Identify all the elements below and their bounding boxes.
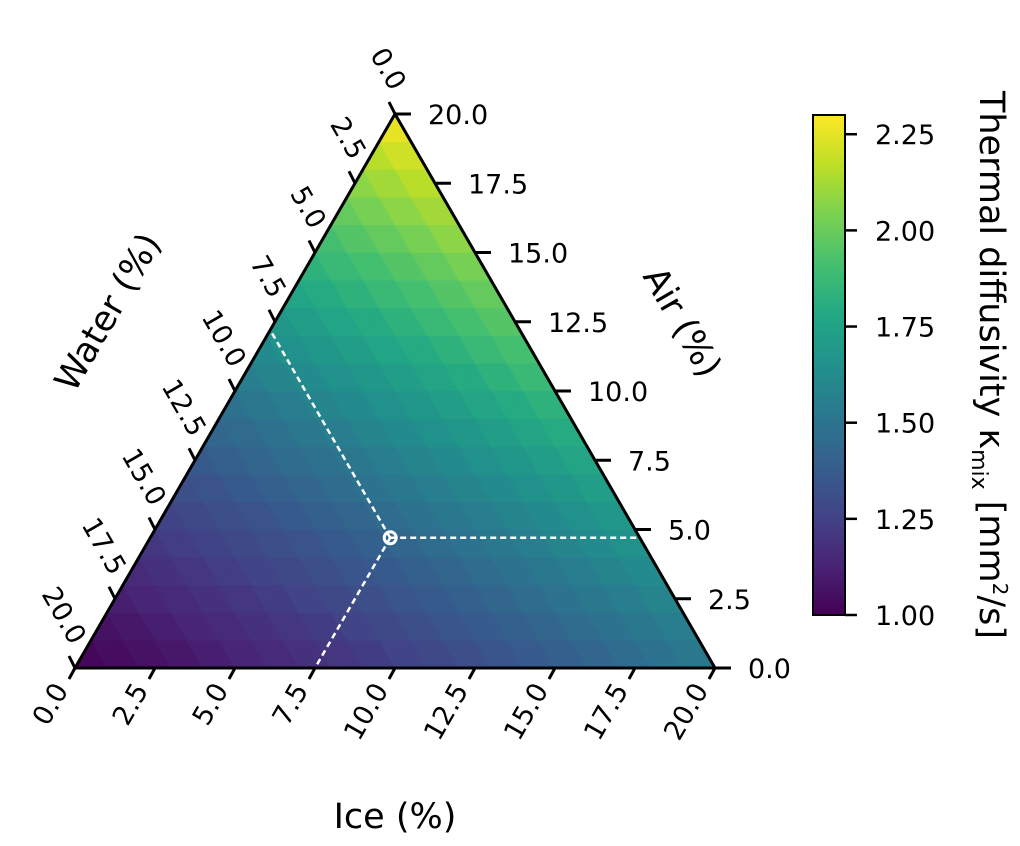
water-tick [267,309,277,323]
colorbar-tick-label: 2.25 [875,120,935,151]
ice-tick [707,667,717,680]
water-tick-label: 10.0 [195,305,252,373]
air-tick-label: 17.5 [468,169,528,200]
water-tick-label: 7.5 [243,251,291,304]
ice-tick-label: 5.0 [187,678,235,731]
water-tick-label: 15.0 [115,443,172,511]
colorbar-tick-label: 1.25 [875,505,935,536]
water-tick-label: 17.5 [75,513,132,581]
colorbar-label-sup: 2 [988,583,1012,596]
water-tick [67,655,77,669]
water-tick [147,516,157,531]
colorbar-label: Thermal diffusivity κmix [mm2/s] [966,90,1012,639]
ice-tick [627,667,637,680]
water-tick-label: 12.5 [155,374,212,442]
water-tick [227,378,237,392]
water-tick-label: 0.0 [363,43,411,96]
water-tick-label: 20.0 [35,582,92,650]
colorbar-tick-label: 1.75 [875,313,935,344]
marker-point [382,530,398,546]
air-tick-label: 20.0 [428,100,488,131]
ice-tick [307,667,317,680]
colorbar-tick-label: 1.50 [875,409,935,440]
air-axis-label: Air (%) [634,261,729,385]
ice-tick [387,667,397,680]
colorbar-tick-label: 1.00 [875,601,935,632]
ice-tick-label: 10.0 [338,678,395,746]
ice-axis-label: Ice (%) [334,797,457,837]
air-tick-label: 5.0 [668,516,711,547]
water-tick-label: 5.0 [283,181,331,234]
colorbar-tick-label: 2.00 [875,216,935,247]
colorbar-label-unit-end: /s] [971,595,1011,639]
water-tick [187,447,197,461]
ice-tick [147,667,157,680]
air-tick-label: 7.5 [628,446,671,477]
water-axis-label: Water (%) [47,227,169,399]
ice-tick-label: 7.5 [267,678,315,731]
colorbar [812,114,846,616]
ice-tick [467,667,477,680]
ice-tick [547,667,557,680]
marker-guides [269,329,640,669]
ice-tick [227,667,237,680]
water-tick [307,239,317,254]
air-tick-label: 15.0 [508,239,568,270]
ice-tick-label: 20.0 [658,678,715,746]
heatmap-mesh [74,113,716,669]
air-tick-label: 12.5 [548,308,608,339]
air-tick-label: 2.5 [708,585,751,616]
air-tick-label: 0.0 [748,654,791,685]
water-tick [107,586,117,600]
water-tick-label: 2.5 [323,112,371,165]
colorbar-ticks: 1.00 1.25 1.50 1.75 2.00 2.25 [845,120,935,632]
water-tick [387,101,397,115]
ice-tick-label: 17.5 [578,678,635,746]
heatmap-cell [378,113,412,142]
ice-tick [67,667,77,680]
colorbar-label-sub: mix [966,449,991,490]
ice-tick-label: 15.0 [498,678,555,746]
ice-tick-label: 2.5 [107,678,155,731]
ice-tick-label: 12.5 [418,678,475,746]
marker-guide-line [313,537,392,669]
colorbar-label-unit: [mm [971,490,1011,583]
air-tick-label: 10.0 [588,377,648,408]
colorbar-label-main: Thermal diffusivity κ [971,90,1011,449]
ice-tick-label: 0.0 [27,678,75,731]
water-tick [347,170,357,184]
